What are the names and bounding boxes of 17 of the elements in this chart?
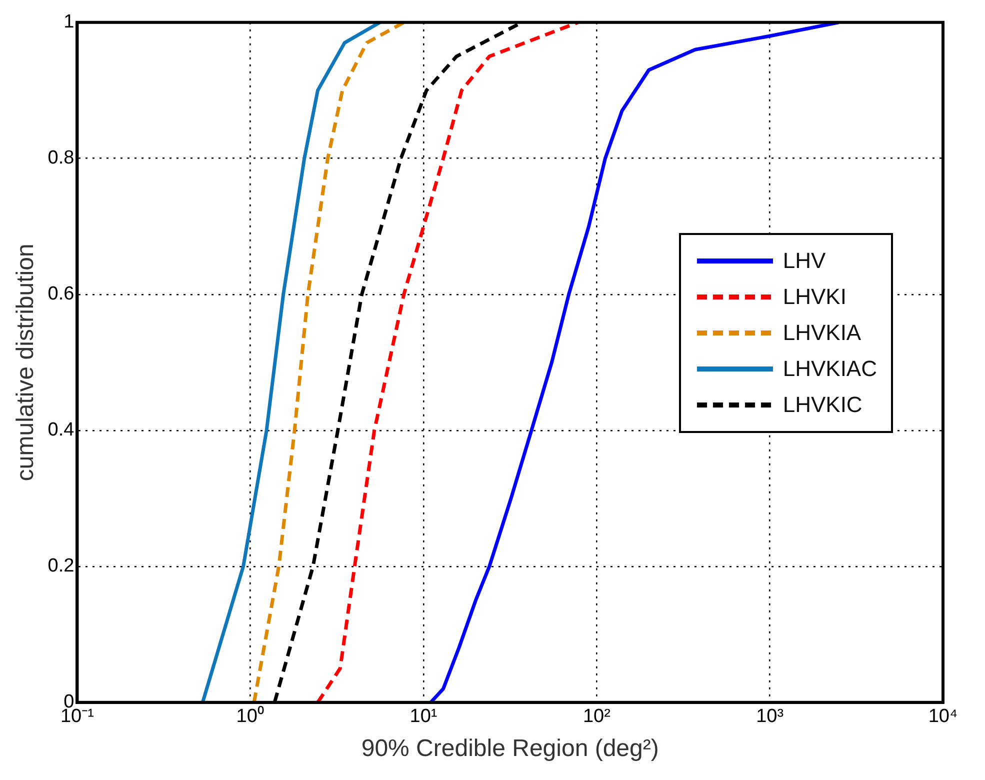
x-tick-label: 10⁰ (236, 705, 264, 728)
x-tick-label: 10³ (756, 706, 784, 728)
legend-label: LHV (782, 248, 826, 274)
x-axis-title: 90% Credible Region (deg²) (361, 735, 659, 762)
y-tick-label: 0.2 (48, 556, 74, 577)
x-tick-label: 10² (582, 706, 610, 728)
x-tick-label: 10⁴ (928, 706, 958, 728)
y-tick-label: 0.4 (48, 420, 75, 441)
x-tick-label: 10¹ (410, 706, 438, 728)
y-tick-label: 1 (64, 12, 74, 33)
y-tick-label: 0.8 (48, 148, 74, 169)
legend-label: LHVKIAC (782, 356, 877, 382)
legend-label: LHVKIC (782, 392, 862, 418)
y-tick-label: 0.6 (48, 284, 74, 305)
y-axis-title: cumulative distribution (12, 244, 40, 482)
legend-label: LHVKI (782, 284, 846, 310)
legend-label: LHVKIA (782, 320, 862, 346)
